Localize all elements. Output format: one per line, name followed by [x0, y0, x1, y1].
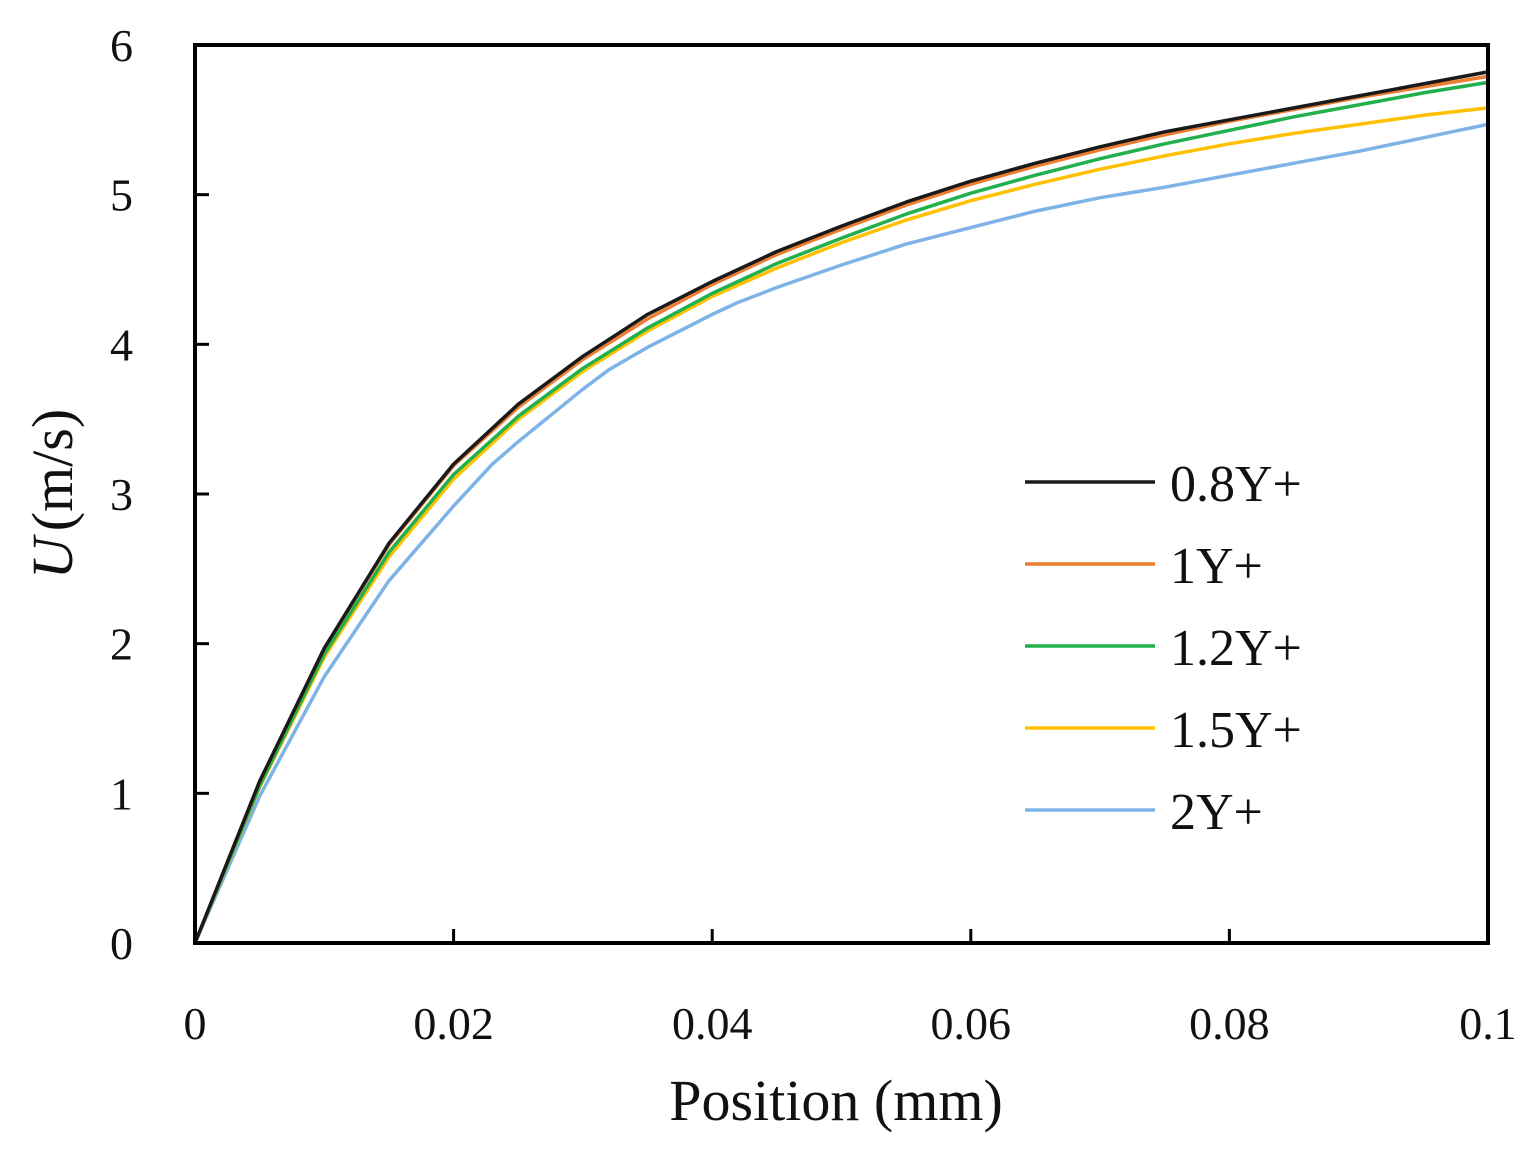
y-tick-label: 6: [110, 20, 133, 71]
y-axis-unit: (m/s): [20, 409, 85, 531]
x-axis-title: Position (mm): [669, 1068, 1003, 1133]
series-line-1-5Y: [193, 106, 1490, 945]
series-line-1-2Y: [193, 80, 1490, 945]
legend-label: 0.8Y+: [1170, 456, 1302, 513]
y-tick-label: 4: [110, 319, 133, 370]
legend-label: 1.5Y+: [1170, 702, 1302, 759]
y-axis-variable: U: [20, 533, 85, 579]
y-tick-label: 3: [110, 469, 133, 520]
y-tick-label: 5: [110, 170, 133, 221]
tick-layer: 0 0.02 0.04 0.06 0.08 0.1 0 1 2 3 4 5 6: [110, 20, 1517, 1049]
series-line-2Y: [193, 122, 1490, 945]
x-tick-label: 0.02: [413, 998, 494, 1049]
x-tick-label: 0.04: [672, 998, 753, 1049]
legend-label: 2Y+: [1170, 784, 1263, 841]
series-layer: [193, 70, 1490, 945]
series-line-0-8Y: [193, 70, 1490, 945]
x-tick-label: 0.1: [1459, 998, 1517, 1049]
y-axis-title: U(m/s): [20, 409, 85, 579]
legend-label: 1Y+: [1170, 538, 1263, 595]
legend: 0.8Y+ 1Y+ 1.2Y+ 1.5Y+ 2Y+: [1025, 456, 1302, 841]
x-tick-label: 0.08: [1189, 998, 1270, 1049]
legend-label: 1.2Y+: [1170, 620, 1302, 677]
y-tick-label: 1: [110, 768, 133, 819]
y-tick-label: 2: [110, 619, 133, 670]
y-tick-label: 0: [110, 918, 133, 969]
x-tick-label: 0.06: [931, 998, 1012, 1049]
x-tick-label: 0: [184, 998, 207, 1049]
